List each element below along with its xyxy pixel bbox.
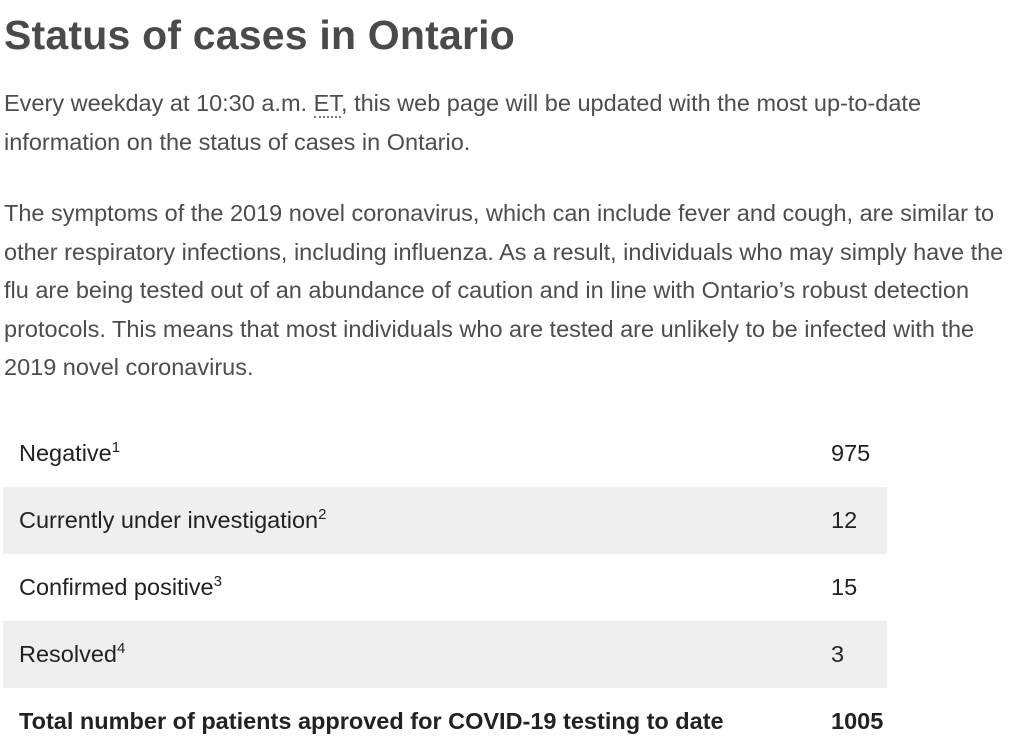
row-label-cell: Confirmed positive3	[3, 554, 831, 621]
title: Status of cases in Ontario	[4, 12, 515, 58]
row-value: 3	[831, 621, 887, 688]
text: , this web page will be updated with the…	[4, 90, 922, 155]
footnote-ref: 3	[213, 573, 222, 590]
row-label-cell: Negative1	[3, 420, 831, 487]
table-row: Resolved4 3	[3, 621, 887, 688]
row-label: Negative	[19, 440, 112, 466]
abbreviation[interactable]: ET	[313, 90, 342, 118]
footnote-ref: 2	[318, 506, 327, 523]
footnote-ref: 1	[111, 439, 121, 456]
intro: Every weekday at 10:30 a.m. ET, this web…	[4, 84, 1004, 161]
row-label: Currently under investigation	[19, 507, 319, 533]
row-label: Resolved	[19, 641, 117, 667]
row-value: 12	[831, 487, 887, 554]
total-label: Total number of patients approved for CO…	[19, 708, 724, 734]
table-row: Currently under investigation2 12	[3, 487, 887, 554]
row-label-cell: Currently under investigation2	[3, 487, 831, 554]
footnote-ref: 4	[116, 640, 126, 657]
total-value: 1005	[831, 708, 884, 734]
paragraph: The symptoms of the 2019 novel coronavir…	[4, 200, 1004, 380]
row-label-cell: Resolved4	[3, 621, 831, 688]
row-label: Confirmed positive	[19, 574, 214, 600]
row-value: 975	[831, 440, 871, 466]
row-value: 15	[831, 574, 858, 600]
cases-table: Negative1 975 Currently under investigatio…	[3, 420, 887, 755]
text: Every weekday at 10:30 a.m.	[4, 90, 314, 116]
table-row: Confirmed positive3 15	[3, 554, 887, 621]
table-row: Negative1 975	[3, 420, 887, 487]
total-row: Total number of patients approved for CO…	[3, 688, 887, 755]
